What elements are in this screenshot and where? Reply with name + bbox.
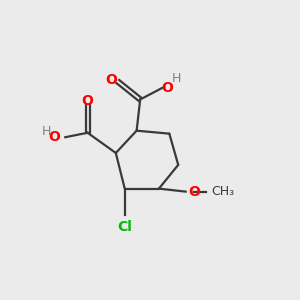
- Text: CH₃: CH₃: [211, 185, 234, 198]
- Text: H: H: [41, 125, 51, 138]
- Text: O: O: [105, 73, 117, 87]
- Text: O: O: [188, 184, 200, 199]
- Text: Cl: Cl: [117, 220, 132, 234]
- Text: O: O: [161, 81, 173, 95]
- Text: O: O: [81, 94, 93, 108]
- Text: H: H: [172, 72, 181, 85]
- Text: O: O: [49, 130, 61, 144]
